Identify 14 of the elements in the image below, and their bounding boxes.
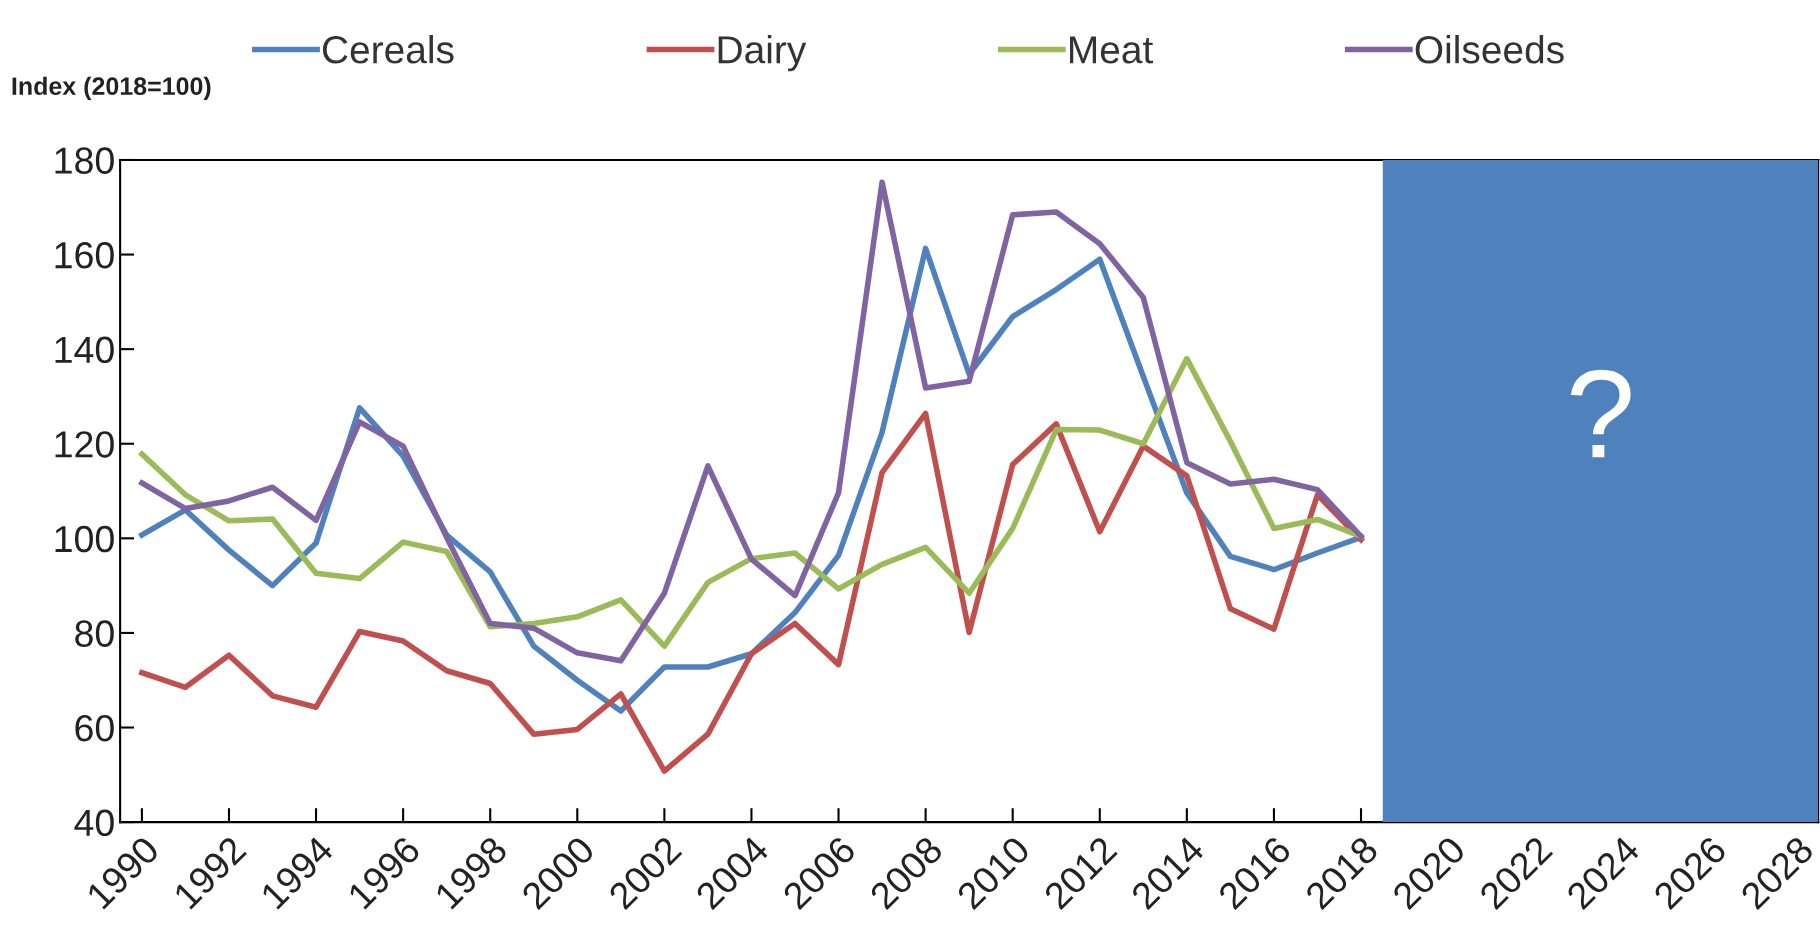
y-tick-label: 60 xyxy=(75,714,114,742)
y-tick-label: 180 xyxy=(55,147,114,174)
y-tick-label: 100 xyxy=(55,525,114,553)
band-label: ? xyxy=(1570,369,1631,458)
y-tick-label: 120 xyxy=(55,431,114,458)
legend-label: Meat xyxy=(1070,36,1153,64)
legend-label: Oilseeds xyxy=(1415,35,1564,64)
y-tick-label: 160 xyxy=(55,241,114,269)
y-tick-label: 40 xyxy=(74,809,114,837)
y-tick-label: 140 xyxy=(55,336,114,364)
y-axis-title: Index (2018=100) xyxy=(12,76,211,100)
y-tick-label: 80 xyxy=(75,620,114,647)
legend-label: Dairy xyxy=(718,35,807,72)
legend-label: Cereals xyxy=(322,35,454,64)
